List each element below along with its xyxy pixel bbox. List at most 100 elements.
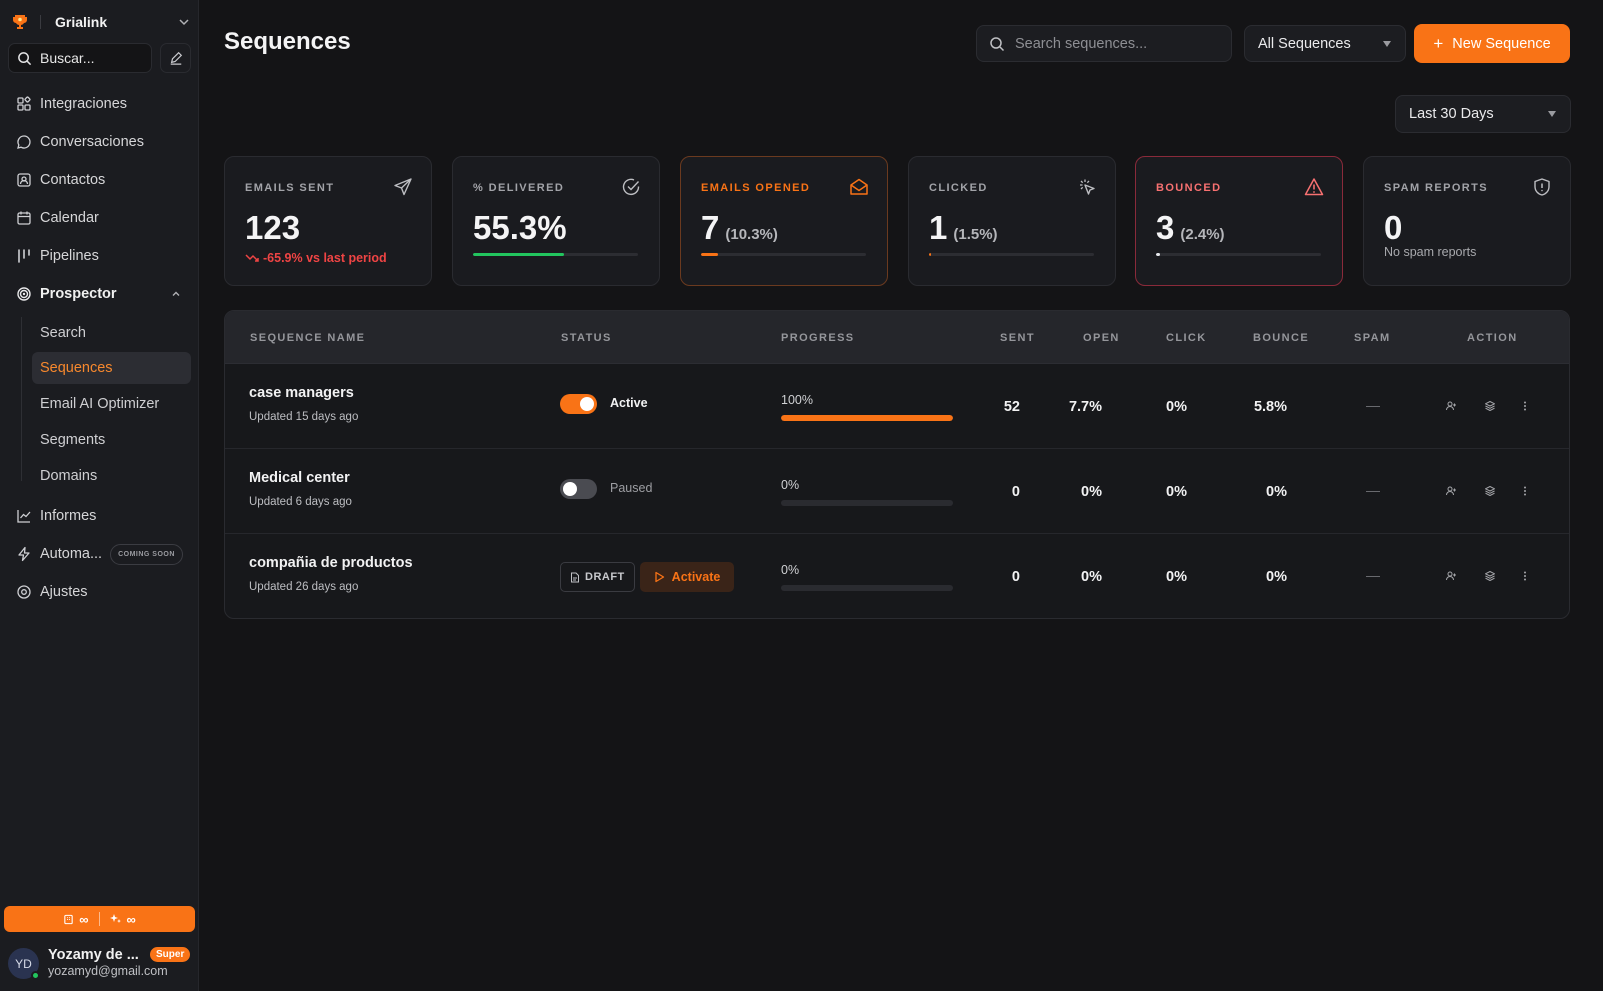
sidebar-search-label: Buscar... (40, 50, 95, 66)
credits-bar[interactable]: ∞ ∞ (4, 906, 195, 932)
stat-value-number: 0 (1384, 209, 1403, 246)
column-header-progress: PROGRESS (781, 332, 855, 344)
chart-icon (16, 508, 32, 524)
stat-subvalue: (10.3%) (725, 226, 778, 243)
caret-down-icon (1548, 111, 1556, 117)
bounce-value: 0% (1266, 569, 1287, 585)
status-label: Paused (610, 481, 653, 495)
workspace-switcher[interactable]: Grialink (12, 10, 190, 34)
column-header-action: ACTION (1467, 332, 1518, 344)
sidebar-item-ajustes[interactable]: Ajustes (8, 576, 191, 608)
layers-icon[interactable] (1484, 400, 1496, 412)
search-input[interactable]: Search sequences... (976, 25, 1232, 62)
sidebar-item-label: Informes (40, 508, 97, 524)
plan-badge: Super (150, 947, 191, 962)
stat-value: 3 (2.4%) (1156, 209, 1225, 247)
stat-card-delivered: % DELIVERED 55.3% (452, 156, 660, 286)
progress-bar (781, 500, 953, 506)
period-select[interactable]: Last 30 Days (1395, 95, 1571, 133)
compose-button[interactable] (160, 43, 191, 73)
sent-value: 52 (1003, 399, 1020, 415)
sidebar-item-prospector[interactable]: Prospector (8, 278, 191, 310)
add-contacts-icon[interactable] (1445, 400, 1457, 412)
stat-label: CLICKED (929, 182, 988, 194)
sequence-name[interactable]: case managers (249, 385, 354, 401)
table-row[interactable]: compañia de productos Updated 26 days ag… (225, 534, 1569, 618)
sidebar-item-calendar[interactable]: Calendar (8, 202, 191, 234)
sidebar-subitem-label: Segments (40, 432, 106, 448)
more-options-icon[interactable] (1523, 570, 1527, 582)
bounce-value: 0% (1266, 484, 1287, 500)
more-options-icon[interactable] (1523, 400, 1527, 412)
sidebar-search[interactable]: Buscar... (8, 43, 152, 73)
sidebar-subitem-segments[interactable]: Segments (32, 424, 191, 456)
stat-subvalue: (1.5%) (953, 226, 998, 243)
sidebar-item-informes[interactable]: Informes (8, 500, 191, 532)
sparkles-icon (109, 913, 122, 925)
table-row[interactable]: Medical center Updated 6 days ago Paused… (225, 449, 1569, 534)
cursor-click-icon (1077, 177, 1097, 197)
credits-group-a: ∞ (63, 912, 89, 927)
add-contacts-icon[interactable] (1445, 485, 1457, 497)
mail-open-icon (849, 177, 869, 197)
draft-badge: DRAFT (560, 562, 635, 592)
divider (40, 15, 41, 29)
sequence-filter-value: All Sequences (1258, 35, 1351, 52)
toggle-knob (580, 397, 594, 411)
status-toggle[interactable] (560, 394, 597, 414)
sequence-name[interactable]: compañia de productos (249, 555, 413, 571)
sidebar-subitem-search[interactable]: Search (32, 317, 191, 349)
column-header-status: STATUS (561, 332, 612, 344)
sidebar-item-conversaciones[interactable]: Conversaciones (8, 126, 191, 158)
avatar: YD (8, 948, 40, 980)
status-toggle[interactable] (560, 479, 597, 499)
sidebar-item-label: Contactos (40, 172, 106, 188)
table-row[interactable]: case managers Updated 15 days ago Active… (225, 364, 1569, 449)
chat-icon (16, 134, 32, 150)
stat-trend: -65.9% vs last period (245, 251, 387, 265)
stat-label: SPAM REPORTS (1384, 182, 1488, 194)
chevron-up-icon (171, 289, 181, 299)
send-icon (393, 177, 413, 197)
new-sequence-button[interactable]: + New Sequence (1414, 24, 1570, 63)
spam-value: — (1366, 482, 1380, 498)
sidebar-item-integraciones[interactable]: Integraciones (8, 88, 191, 120)
sidebar-subitem-email-ai-optimizer[interactable]: Email AI Optimizer (32, 388, 191, 420)
open-value: 0% (1081, 569, 1102, 585)
more-options-icon[interactable] (1523, 485, 1527, 497)
credits-group-b: ∞ (109, 912, 136, 927)
sidebar-subitem-sequences[interactable]: Sequences (32, 352, 191, 384)
activate-button[interactable]: Activate (640, 562, 734, 592)
progress-bar (781, 585, 953, 591)
check-circle-icon (621, 177, 641, 197)
sequence-updated: Updated 6 days ago (249, 496, 352, 508)
sequence-filter-select[interactable]: All Sequences (1244, 25, 1406, 62)
stat-card-clicked: CLICKED 1 (1.5%) (908, 156, 1116, 286)
table-header: SEQUENCE NAME STATUS PROGRESS SENT OPEN … (225, 311, 1569, 364)
sidebar-subitem-label: Search (40, 325, 86, 341)
sidebar-item-automations[interactable]: Automa... COMING SOON (8, 538, 191, 570)
caret-down-icon (1383, 41, 1391, 47)
sequence-name[interactable]: Medical center (249, 470, 350, 486)
page-title: Sequences (224, 28, 351, 55)
layers-icon[interactable] (1484, 570, 1496, 582)
settings-icon (16, 584, 32, 600)
column-header-sent: SENT (1000, 332, 1035, 344)
warning-icon (1304, 177, 1324, 197)
click-value: 0% (1166, 569, 1187, 585)
sidebar-subitem-domains[interactable]: Domains (32, 460, 191, 492)
add-contacts-icon[interactable] (1445, 570, 1457, 582)
stat-value: 7 (10.3%) (701, 209, 778, 247)
sidebar-item-pipelines[interactable]: Pipelines (8, 240, 191, 272)
user-profile[interactable]: YD Yozamy de ... Super yozamyd@gmail.com (8, 945, 194, 985)
sidebar-item-label: Ajustes (40, 584, 88, 600)
layers-icon[interactable] (1484, 485, 1496, 497)
stat-card-emails-sent: EMAILS SENT 123 -65.9% vs last period (224, 156, 432, 286)
trending-down-icon (245, 253, 259, 263)
sequence-updated: Updated 26 days ago (249, 581, 359, 593)
open-value: 7.7% (1068, 399, 1102, 415)
target-icon (16, 286, 32, 302)
stat-note: No spam reports (1384, 245, 1477, 259)
sidebar-item-contactos[interactable]: Contactos (8, 164, 191, 196)
stat-progress-fill (701, 253, 718, 256)
